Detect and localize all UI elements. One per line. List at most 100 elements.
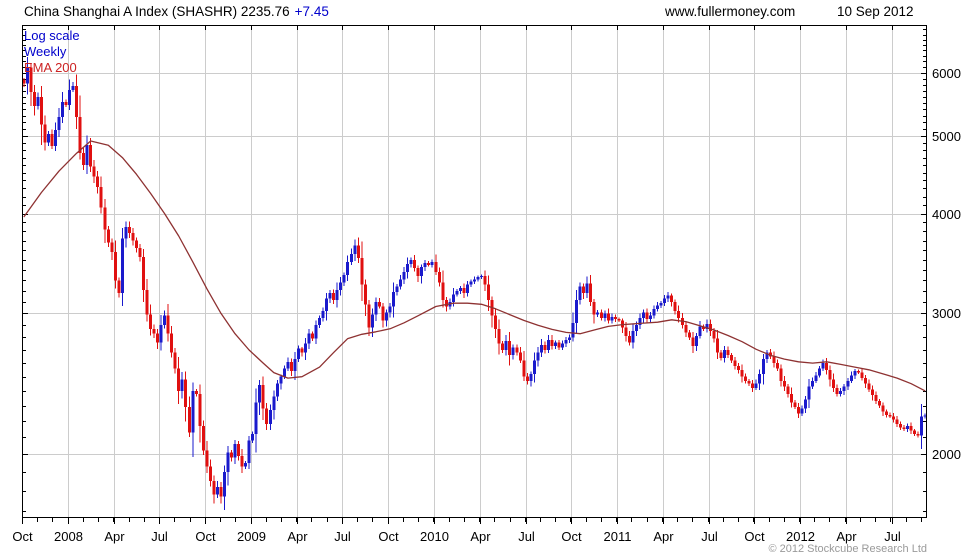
candle-body xyxy=(117,280,121,294)
candle-body xyxy=(522,360,526,377)
candle-body xyxy=(553,342,557,347)
candle-body xyxy=(796,407,800,414)
candle-body xyxy=(451,294,455,303)
candle-body xyxy=(251,433,255,441)
candle-body xyxy=(663,298,667,304)
candle-body xyxy=(842,386,846,391)
candle-body xyxy=(166,315,170,334)
candle-body xyxy=(430,261,434,265)
candle-body xyxy=(392,292,396,307)
candle-body xyxy=(765,352,769,360)
candle-body xyxy=(106,229,110,243)
candle-body xyxy=(434,261,438,273)
candle-body xyxy=(698,326,702,337)
candle-body xyxy=(617,319,621,321)
candle-body xyxy=(124,226,128,239)
candle-body xyxy=(39,96,43,125)
candle-body xyxy=(469,281,473,285)
candle-body xyxy=(511,347,515,356)
candle-body xyxy=(22,79,26,84)
candle-body xyxy=(733,360,737,366)
candle-body xyxy=(240,455,244,467)
candle-body xyxy=(652,308,656,316)
candle-body xyxy=(187,407,191,433)
price-change: +7.45 xyxy=(294,4,329,19)
candle-body xyxy=(568,337,572,340)
x-axis-label: Jul xyxy=(701,529,718,544)
candle-body xyxy=(811,380,815,387)
candle-body xyxy=(71,85,75,91)
candle-body xyxy=(821,363,825,369)
candle-body xyxy=(68,90,72,105)
candle-body xyxy=(437,272,441,283)
candle-body xyxy=(779,368,783,381)
candle-body xyxy=(909,425,913,431)
candle-body xyxy=(282,368,286,377)
candle-body xyxy=(772,356,776,364)
candle-body xyxy=(406,263,410,273)
candle-body xyxy=(863,378,867,384)
axis-labels-layer: 2000 3000 4000 5000 6000 Oct 2008 Apr Jul Oct 2009… xyxy=(12,66,961,544)
candle-body xyxy=(423,262,427,267)
candle-body xyxy=(870,389,874,396)
candle-body xyxy=(737,365,741,370)
candle-body xyxy=(592,302,596,315)
candle-body xyxy=(839,390,843,394)
candle-body xyxy=(888,414,892,417)
candle-body xyxy=(754,383,758,388)
candle-body xyxy=(409,259,413,264)
candle-body xyxy=(191,390,195,433)
candle-body xyxy=(712,331,716,339)
candle-body xyxy=(184,379,188,408)
candle-body xyxy=(832,379,836,388)
candle-body xyxy=(818,368,822,376)
candle-body xyxy=(462,287,466,294)
candle-body xyxy=(349,254,353,262)
candle-body xyxy=(835,387,839,394)
candle-body xyxy=(342,275,346,283)
candle-body xyxy=(610,316,614,321)
candle-body xyxy=(582,286,586,294)
plot-border xyxy=(22,25,927,518)
candle-body xyxy=(603,313,607,319)
candle-body xyxy=(525,376,529,381)
candle-body xyxy=(899,424,903,428)
candle-body xyxy=(687,332,691,338)
candle-body xyxy=(501,343,505,350)
candle-body xyxy=(578,286,582,300)
ema-line-layer xyxy=(23,140,926,392)
candle-body xyxy=(638,318,642,326)
candle-body xyxy=(43,124,47,143)
candle-body xyxy=(127,226,131,234)
candle-body xyxy=(120,238,124,294)
candle-body xyxy=(99,186,103,208)
candle-body xyxy=(36,96,40,107)
candle-body xyxy=(747,380,751,384)
candle-body xyxy=(296,348,300,360)
candle-body xyxy=(849,375,853,381)
candle-body xyxy=(82,153,86,166)
candle-body xyxy=(564,339,568,344)
candle-body xyxy=(649,315,653,320)
candle-body xyxy=(645,312,649,320)
candle-body xyxy=(684,325,688,333)
x-axis-label: Oct xyxy=(195,529,216,544)
candle-body xyxy=(550,339,554,347)
x-axis-label: Jul xyxy=(151,529,168,544)
candle-body xyxy=(599,312,603,319)
ema-200-line xyxy=(23,140,926,392)
candle-body xyxy=(141,256,145,290)
candle-body xyxy=(589,283,593,303)
candle-body xyxy=(828,369,832,380)
candle-body xyxy=(701,326,705,329)
candle-body xyxy=(244,462,248,467)
candle-body xyxy=(480,276,484,278)
candle-body xyxy=(677,311,681,319)
candle-body xyxy=(113,252,117,281)
candle-body xyxy=(476,277,480,280)
candles-layer xyxy=(22,57,927,510)
candle-body xyxy=(237,443,241,456)
candle-body xyxy=(670,295,674,303)
candle-body xyxy=(518,352,522,361)
candle-body xyxy=(233,443,237,458)
